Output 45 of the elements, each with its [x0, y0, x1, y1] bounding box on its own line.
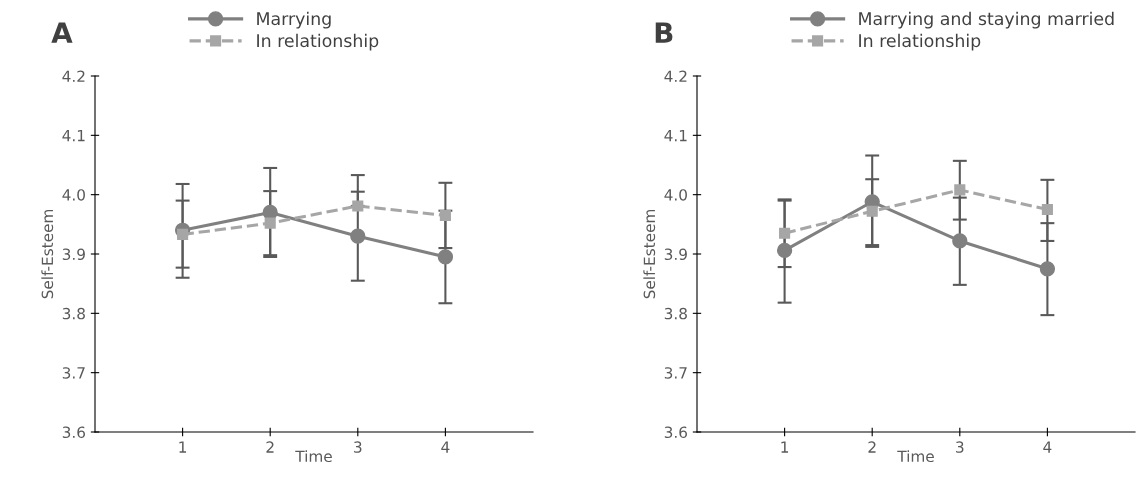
point [437, 249, 454, 265]
y-tick-label: 3.9 [62, 248, 85, 261]
y-tick-label: 4.0 [62, 189, 85, 201]
y-tick-label: 4.1 [62, 130, 85, 142]
point [952, 233, 968, 249]
legend-label: Marrying and staying married [859, 11, 1114, 29]
x-tick-label: 2 [868, 441, 876, 453]
x-axis-title: Time [897, 450, 934, 463]
y-tick-label: 4.1 [664, 130, 687, 142]
point [350, 228, 366, 244]
chart-title: B [655, 22, 673, 43]
y-tick-label: 3.8 [664, 307, 687, 320]
x-tick-label: 1 [179, 441, 187, 453]
y-tick-label: 4.2 [664, 70, 687, 82]
legend-label: In relationship [257, 33, 379, 51]
y-axis-title: Self-Esteem [643, 209, 656, 299]
y-tick-label: 4.0 [664, 189, 687, 201]
y-tick-label: 3.7 [62, 367, 85, 379]
y-tick-label: 3.6 [664, 426, 688, 439]
point [1039, 261, 1056, 277]
y-tick-label: 3.8 [62, 307, 85, 320]
x-tick-label: 3 [354, 441, 362, 453]
point [866, 205, 878, 217]
y-tick-label: 3.6 [62, 426, 86, 439]
y-axis-title: Self-Esteem [41, 209, 54, 299]
x-tick-label: 3 [956, 441, 964, 453]
point [439, 209, 451, 221]
x-axis-title: Time [295, 450, 332, 463]
y-tick-label: 3.9 [664, 248, 687, 261]
point [779, 227, 791, 239]
legend-label: In relationship [859, 33, 981, 51]
y-tick-label: 3.7 [664, 367, 687, 379]
x-tick-label: 4 [1043, 441, 1052, 453]
point [177, 228, 189, 240]
point [352, 200, 364, 212]
point [1041, 203, 1053, 216]
legend-label: Marrying [257, 11, 331, 29]
point [776, 242, 793, 259]
point [954, 184, 966, 196]
x-tick-label: 2 [266, 441, 274, 453]
chart-title: A [51, 22, 73, 43]
y-tick-label: 4.2 [62, 70, 85, 82]
x-tick-label: 1 [781, 441, 789, 453]
point [264, 217, 276, 229]
x-tick-label: 4 [441, 441, 450, 453]
